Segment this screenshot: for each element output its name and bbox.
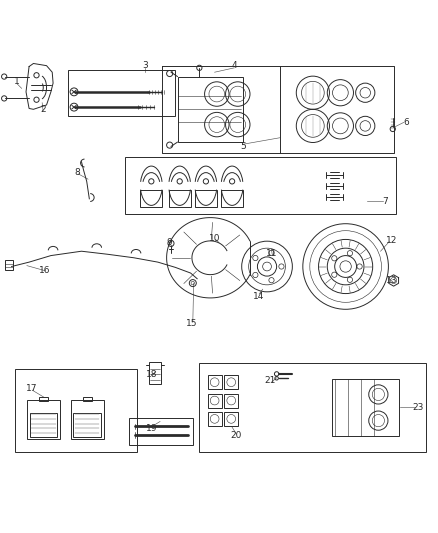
Bar <box>224 393 238 408</box>
Text: 19: 19 <box>145 424 157 433</box>
Text: 23: 23 <box>412 402 424 411</box>
Text: 6: 6 <box>404 118 410 127</box>
Bar <box>208 412 222 426</box>
Bar <box>221 190 243 207</box>
Bar <box>141 190 162 207</box>
Text: 2: 2 <box>40 105 46 114</box>
Bar <box>208 375 222 389</box>
Text: 12: 12 <box>386 236 397 245</box>
Text: 4: 4 <box>231 61 237 70</box>
Text: 13: 13 <box>386 276 397 285</box>
Bar <box>29 413 57 437</box>
Bar <box>224 375 238 389</box>
Bar <box>169 190 191 207</box>
Text: 15: 15 <box>186 319 198 328</box>
Text: 9: 9 <box>166 238 172 247</box>
Bar <box>149 362 161 384</box>
Text: 21: 21 <box>265 376 276 385</box>
Text: 16: 16 <box>39 266 50 276</box>
Text: 7: 7 <box>382 197 388 206</box>
Bar <box>14 369 137 452</box>
Bar <box>5 261 13 270</box>
Bar <box>208 393 222 408</box>
Bar <box>195 190 217 207</box>
Bar <box>130 417 193 445</box>
Text: 5: 5 <box>240 142 246 151</box>
Text: 8: 8 <box>74 168 80 177</box>
Bar <box>83 397 92 401</box>
Text: 18: 18 <box>145 370 157 379</box>
Text: 1: 1 <box>14 77 20 86</box>
Bar <box>68 70 175 116</box>
Text: 20: 20 <box>230 431 241 440</box>
Text: 3: 3 <box>142 61 148 70</box>
Text: 17: 17 <box>25 384 37 393</box>
Bar <box>39 397 48 401</box>
Text: 14: 14 <box>253 292 264 301</box>
Bar <box>224 412 238 426</box>
Text: 10: 10 <box>209 233 220 243</box>
Bar <box>177 77 243 142</box>
Bar <box>71 400 104 439</box>
Bar <box>332 379 399 436</box>
Bar <box>73 413 101 437</box>
Bar <box>125 157 396 214</box>
Text: 11: 11 <box>265 249 277 258</box>
Bar <box>27 400 60 439</box>
Bar <box>199 362 426 452</box>
